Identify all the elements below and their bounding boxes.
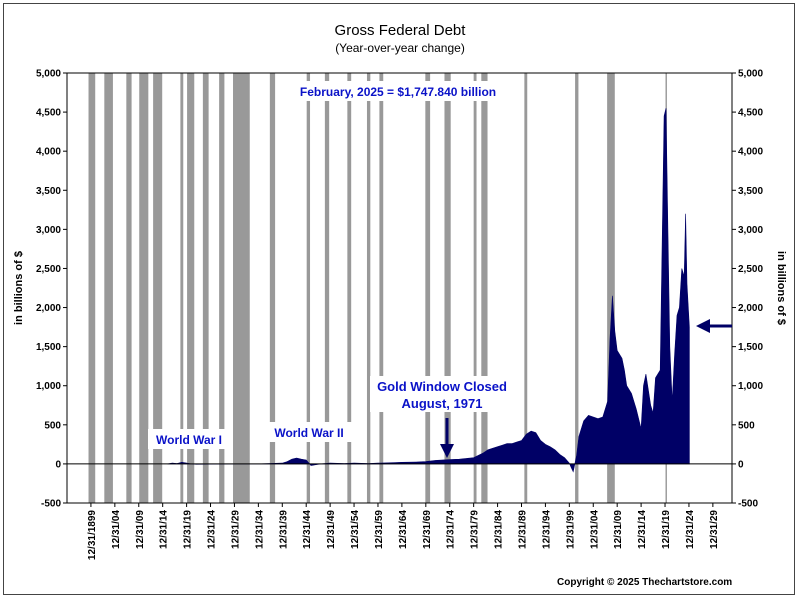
recession-band-11	[306, 73, 311, 503]
recession-band-1	[104, 73, 113, 503]
y-tick-label-right: 2,500	[738, 264, 763, 275]
copyright-text: Copyright © 2025 Thechartstore.com	[557, 577, 733, 588]
x-tick-label: 12/31/74	[446, 510, 457, 549]
latest-arrow-head-icon	[696, 319, 710, 333]
chart-title: Gross Federal Debt	[334, 22, 466, 39]
debt-change-area	[167, 108, 690, 473]
y-tick-label-left: 500	[44, 420, 61, 431]
latest-value-arrow	[696, 319, 732, 333]
y-tick-label-left: 4,500	[36, 108, 61, 119]
recession-band-14	[366, 73, 371, 503]
y-tick-label-right: 5,000	[738, 69, 763, 80]
y-tick-label-left: 5,000	[36, 69, 61, 80]
y-tick-label-right: 1,000	[738, 381, 763, 392]
recession-band-10	[269, 73, 276, 503]
chart-frame	[3, 3, 795, 595]
y-tick-label-left: -500	[41, 499, 61, 510]
x-tick-label: 12/31/59	[374, 510, 385, 549]
recession-band-9	[233, 73, 250, 503]
annotation-ww2: World War II	[266, 422, 352, 442]
y-tick-label-right: 0	[738, 459, 744, 470]
recession-band-17	[444, 73, 451, 503]
y-tick-label-right: 4,500	[738, 108, 763, 119]
recession-band-18	[473, 73, 477, 503]
annotation-ww1: World War I	[148, 429, 230, 449]
recession-band-7	[202, 73, 209, 503]
recession-band-19	[481, 73, 488, 503]
x-tick-label: 12/31/34	[254, 510, 265, 549]
y-axis-label-left: in billions of $	[13, 251, 25, 325]
annotation-gold-line1: Gold Window Closed	[377, 379, 507, 394]
recession-band-15	[379, 73, 384, 503]
x-tick-label: 12/31/79	[470, 510, 481, 549]
y-axis-label-right: in billions of $	[775, 251, 787, 325]
y-tick-label-right: 500	[738, 420, 755, 431]
y-tick-label-left: 1,500	[36, 342, 61, 353]
y-tick-label-left: 1,000	[36, 381, 61, 392]
y-tick-label-right: 2,000	[738, 303, 763, 314]
x-axis: 12/31/1899 12/31/04 12/31/09 12/31/14 12/31/…	[87, 503, 720, 560]
x-tick-label: 12/31/54	[350, 510, 361, 549]
y-tick-label-right: -500	[738, 499, 758, 510]
recession-band-0	[88, 73, 96, 503]
x-tick-label: 12/31/69	[422, 510, 433, 549]
y-tick-label-right: 1,500	[738, 342, 763, 353]
x-tick-label: 12/31/19	[183, 510, 194, 549]
recession-band-22	[607, 73, 615, 503]
y-tick-label-left: 3,500	[36, 186, 61, 197]
x-tick-label: 12/31/19	[661, 510, 672, 549]
x-tick-label: 12/31/39	[278, 510, 289, 549]
annotation-latest: February, 2025 = $1,747.840 billion	[284, 81, 512, 101]
recession-band-16	[425, 73, 431, 503]
recession-band-12	[324, 73, 330, 503]
annotation-gold-line2: August, 1971	[402, 396, 483, 411]
x-tick-label: 12/31/44	[302, 510, 313, 549]
x-tick-label: 12/31/09	[135, 510, 146, 549]
annotation-ww2-text: World War II	[274, 426, 343, 440]
y-tick-label-right: 3,000	[738, 225, 763, 236]
recession-band-13	[347, 73, 352, 503]
recession-band-8	[219, 73, 225, 503]
x-tick-label: 12/31/14	[637, 510, 648, 549]
recession-band-6	[187, 73, 195, 503]
recession-band-20	[524, 73, 528, 503]
x-tick-label: 12/31/09	[613, 510, 624, 549]
y-axis-right: -500 0 500 1,000 1,500 2,000 2,500 3,000 3,500 4,…	[732, 69, 763, 510]
x-tick-label: 12/31/29	[709, 510, 720, 549]
annotation-gold-window: Gold Window Closed August, 1971	[370, 376, 514, 458]
recession-band-21	[575, 73, 579, 503]
y-tick-label-left: 2,500	[36, 264, 61, 275]
x-tick-label: 12/31/04	[589, 510, 600, 549]
y-axis-left: -500 0 500 1,000 1,500 2,000 2,500 3,000 3,500 4,…	[36, 69, 67, 510]
chart-subtitle: (Year-over-year change)	[335, 41, 465, 55]
x-tick-label: 12/31/14	[159, 510, 170, 549]
x-tick-label: 12/31/84	[494, 510, 505, 549]
y-tick-label-left: 0	[55, 459, 61, 470]
x-tick-label: 12/31/94	[541, 510, 552, 549]
y-tick-label-left: 3,000	[36, 225, 61, 236]
x-tick-label: 12/31/89	[517, 510, 528, 549]
y-tick-label-right: 4,000	[738, 147, 763, 158]
y-tick-label-left: 4,000	[36, 147, 61, 158]
x-tick-label: 12/31/04	[111, 510, 122, 549]
x-tick-label: 12/31/24	[207, 510, 218, 549]
recession-band-3	[139, 73, 149, 503]
recession-band-4	[153, 73, 163, 503]
y-tick-label-right: 3,500	[738, 186, 763, 197]
plot-area	[66, 72, 733, 504]
x-tick-label: 12/31/1899	[87, 510, 98, 560]
annotation-latest-text: February, 2025 = $1,747.840 billion	[300, 85, 496, 99]
x-tick-label: 12/31/99	[565, 510, 576, 549]
x-tick-label: 12/31/49	[326, 510, 337, 549]
x-tick-label: 12/31/24	[685, 510, 696, 549]
y-tick-label-left: 2,000	[36, 303, 61, 314]
recession-band-5	[180, 73, 184, 503]
x-tick-label: 12/31/29	[230, 510, 241, 549]
annotation-ww1-text: World War I	[156, 433, 222, 447]
x-tick-label: 12/31/64	[398, 510, 409, 549]
recession-band-2	[126, 73, 132, 503]
gold-arrow-head-icon	[440, 444, 454, 458]
